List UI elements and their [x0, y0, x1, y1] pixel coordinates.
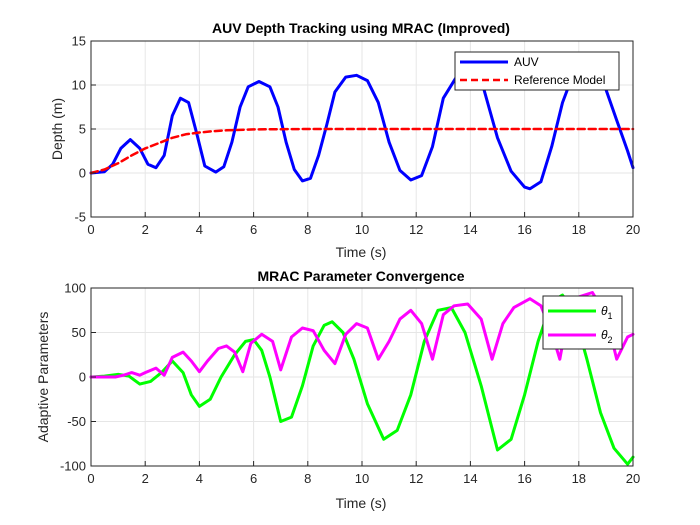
y-tick-label: 50	[72, 325, 86, 340]
chart2-x-axis-label: Time (s)	[336, 495, 387, 511]
x-tick-label: 4	[196, 471, 203, 486]
x-tick-label: 8	[304, 471, 311, 486]
chart1-y-axis-label: Depth (m)	[49, 98, 65, 160]
chart1-title: AUV Depth Tracking using MRAC (Improved)	[212, 20, 510, 36]
y-tick-label: 10	[72, 78, 86, 93]
chart2-y-axis-label: Adaptive Parameters	[35, 312, 51, 443]
x-tick-label: 2	[142, 222, 149, 237]
x-tick-label: 10	[355, 471, 369, 486]
chart2-legend-label-theta1: θ1	[601, 304, 613, 321]
chart1-legend: AUV Reference Model	[454, 51, 620, 91]
x-tick-label: 2	[142, 471, 149, 486]
x-tick-label: 6	[250, 222, 257, 237]
y-tick-label: 0	[79, 370, 86, 385]
x-tick-label: 16	[517, 222, 531, 237]
y-tick-label: -50	[67, 414, 86, 429]
x-tick-label: 18	[572, 471, 586, 486]
chart2-legend-box	[542, 295, 623, 350]
chart2-legend-theta2-base: θ	[601, 328, 608, 342]
x-tick-label: 12	[409, 471, 423, 486]
chart2-legend-theta1-sub: 1	[608, 311, 613, 321]
chart1-x-ticks: 0 2 4 6 8 10 12 14 16 18 20	[87, 212, 640, 237]
y-tick-label: 100	[64, 281, 86, 296]
chart2-legend-theta2-sub: 2	[608, 335, 613, 345]
chart2-y-ticks: -100 -50 0 50 100	[60, 281, 96, 474]
series-line-0-1	[89, 127, 635, 175]
chart2-x-ticks: 0 2 4 6 8 10 12 14 16 18 20	[87, 461, 640, 486]
chart2-legend: θ1 θ2	[542, 295, 623, 350]
series-line-0-0	[89, 65, 635, 191]
x-tick-label: 18	[572, 222, 586, 237]
x-tick-label: 20	[626, 471, 640, 486]
y-tick-label: -100	[60, 459, 86, 474]
y-tick-label: 0	[79, 166, 86, 181]
x-tick-label: 20	[626, 222, 640, 237]
x-tick-label: 16	[517, 471, 531, 486]
chart2-legend-label-theta2: θ2	[601, 328, 613, 345]
x-tick-label: 14	[463, 471, 477, 486]
x-tick-label: 12	[409, 222, 423, 237]
x-tick-label: 6	[250, 471, 257, 486]
y-tick-label: -5	[74, 210, 86, 225]
chart-depth-tracking: AUV Depth Tracking using MRAC (Improved)…	[49, 20, 640, 260]
chart1-legend-box	[454, 51, 620, 91]
chart1-y-ticks: -5 0 5 10 15	[72, 34, 96, 225]
x-tick-label: 10	[355, 222, 369, 237]
chart1-legend-label-reference: Reference Model	[514, 73, 605, 87]
chart-parameter-convergence: MRAC Parameter Convergence 0 2 4 6 8 10 12 14 16…	[35, 268, 640, 511]
x-tick-label: 0	[87, 222, 94, 237]
chart1-legend-label-auv: AUV	[514, 55, 539, 69]
chart2-title: MRAC Parameter Convergence	[258, 268, 465, 284]
x-tick-label: 0	[87, 471, 94, 486]
chart2-legend-theta1-base: θ	[601, 304, 608, 318]
x-tick-label: 14	[463, 222, 477, 237]
chart1-x-axis-label: Time (s)	[336, 244, 387, 260]
y-tick-label: 5	[79, 122, 86, 137]
chart1-series	[89, 65, 635, 191]
x-tick-label: 4	[196, 222, 203, 237]
y-tick-label: 15	[72, 34, 86, 49]
x-tick-label: 8	[304, 222, 311, 237]
